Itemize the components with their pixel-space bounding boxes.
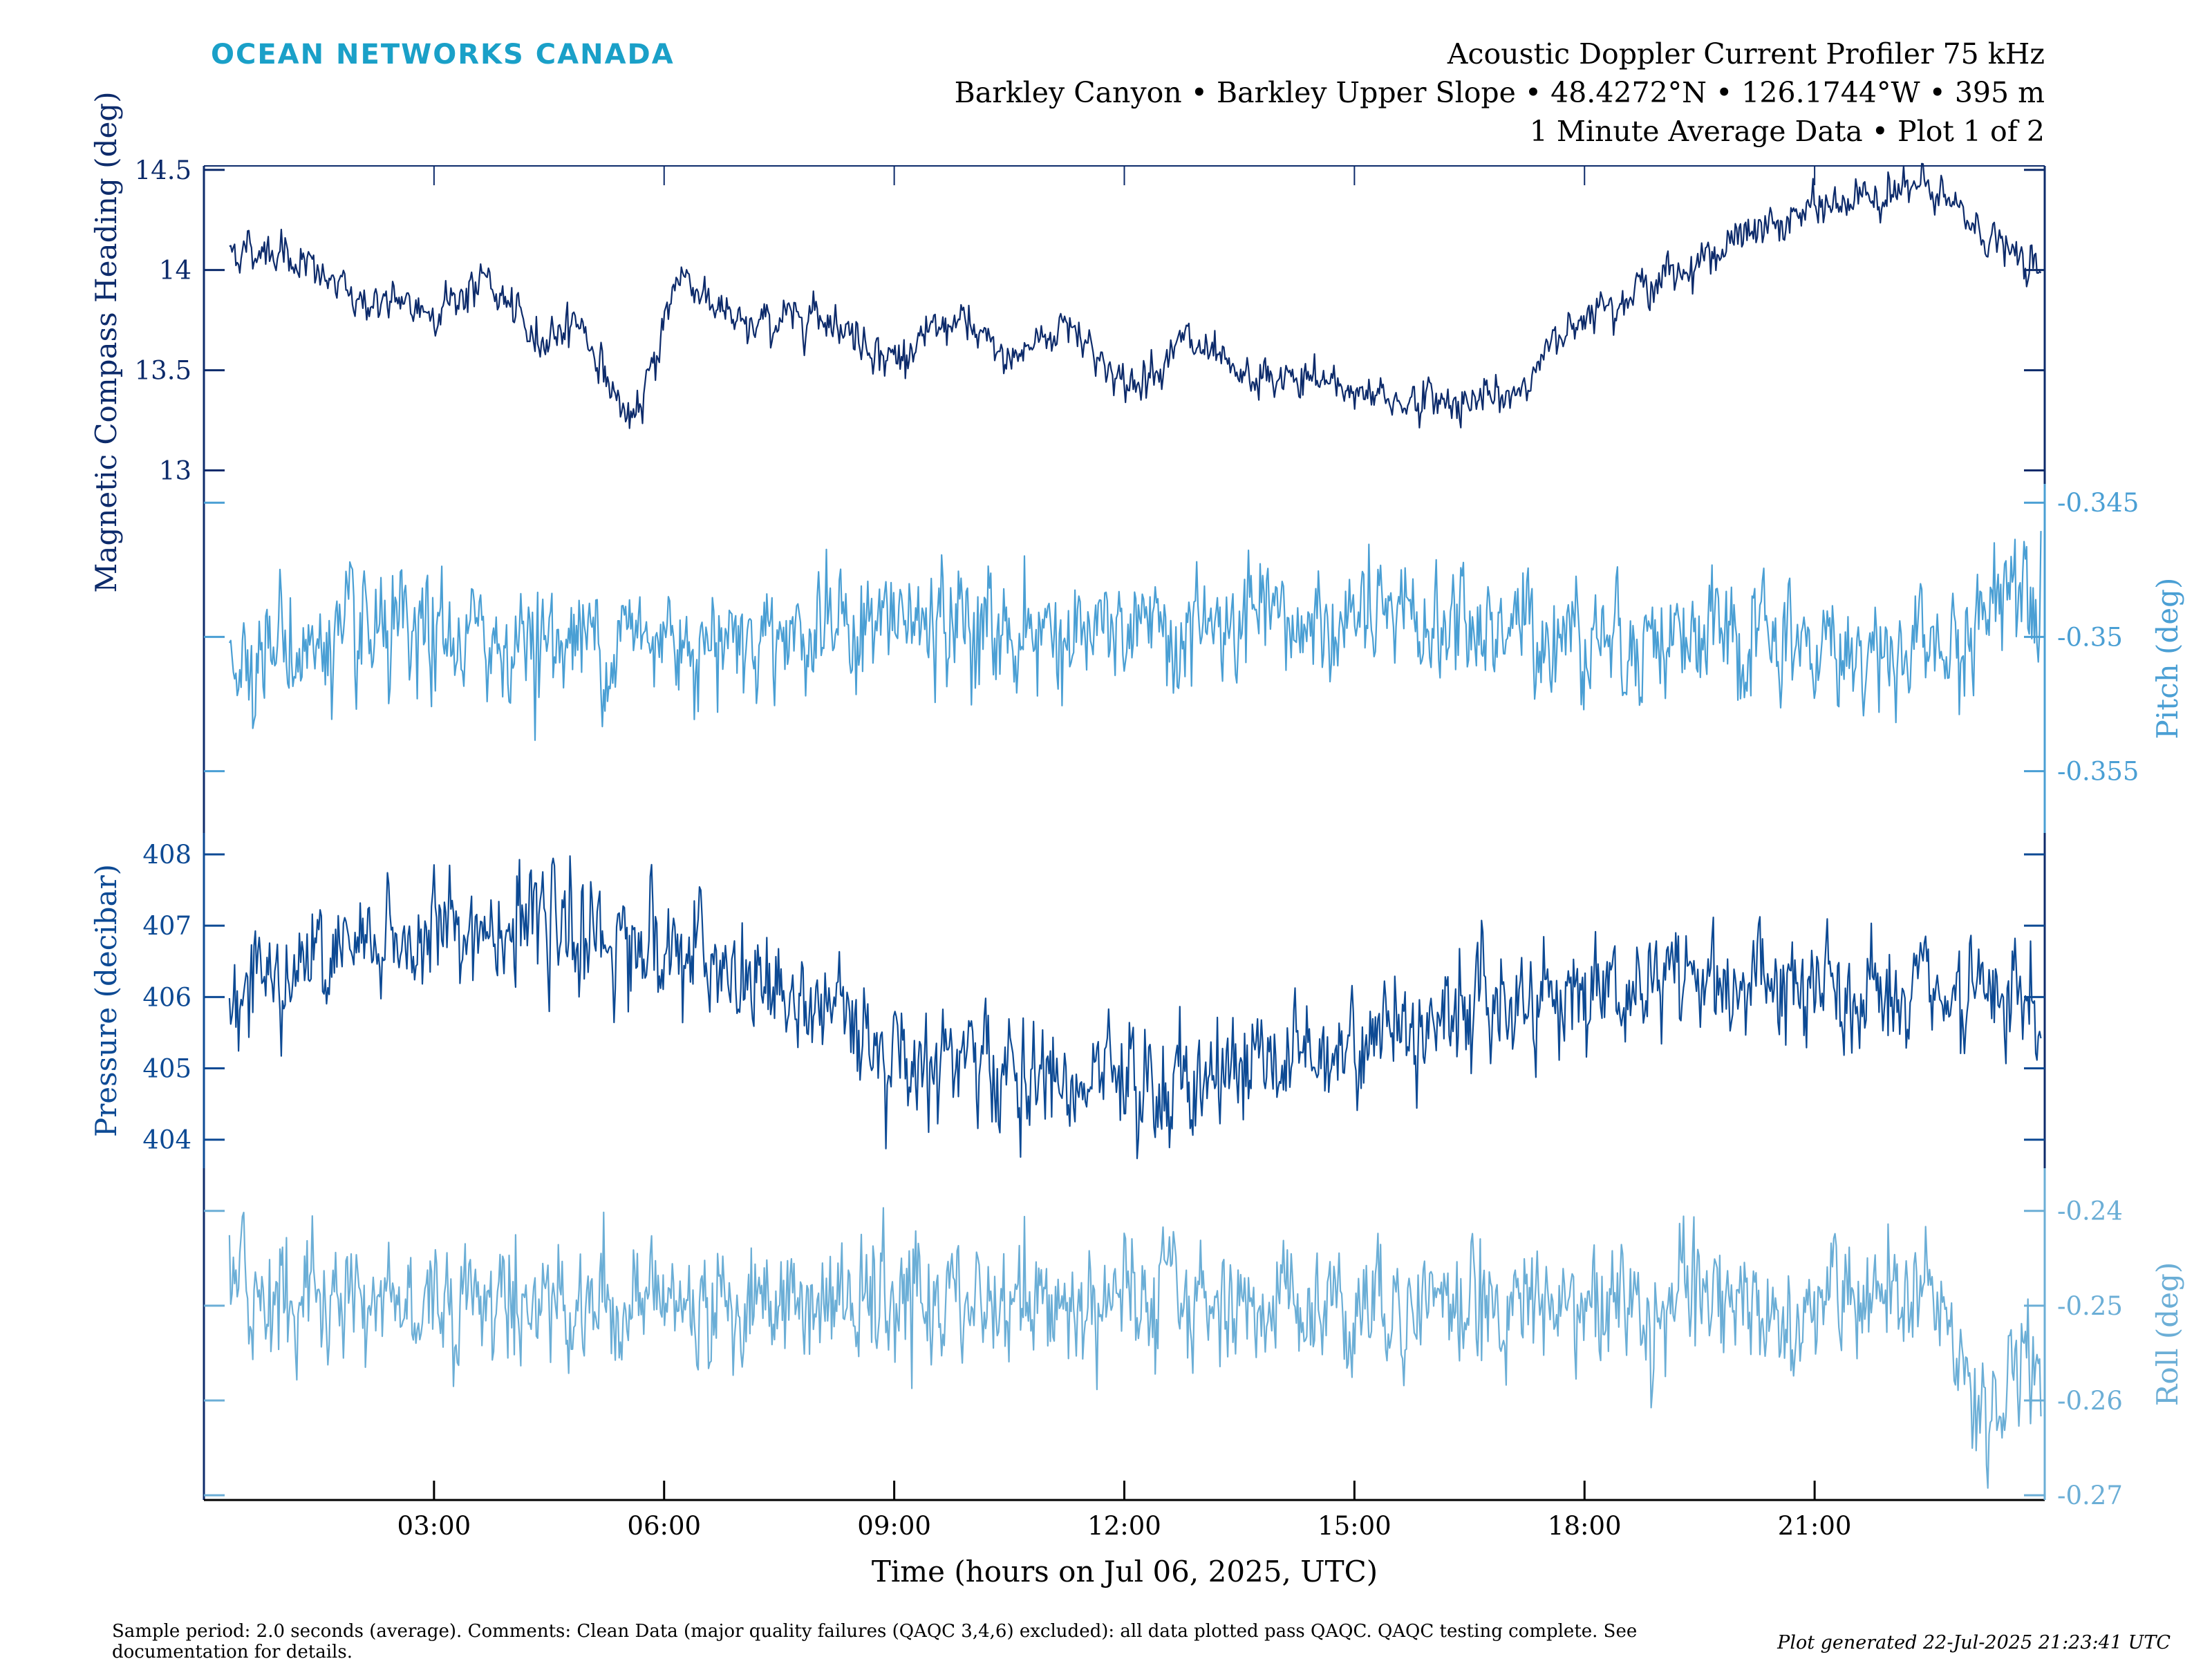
pressure-tick-label: 407: [142, 911, 191, 941]
x-tick-label: 09:00: [857, 1511, 931, 1541]
x-tick-label: 03:00: [397, 1511, 471, 1541]
x-tick-label: 15:00: [1318, 1511, 1391, 1541]
header-title: Acoustic Doppler Current Profiler 75 kHz: [1447, 37, 2045, 71]
pressure-axis-title: Pressure (decibar): [89, 864, 123, 1137]
pressure-tick-label: 404: [142, 1125, 191, 1155]
roll-tick-label: -0.26: [2057, 1386, 2123, 1416]
header-subtitle: 1 Minute Average Data • Plot 1 of 2: [1530, 115, 2045, 148]
heading-tick-label: 14.5: [135, 156, 191, 185]
heading-tick-label: 13: [159, 456, 191, 485]
pitch-tick-label: -0.35: [2057, 622, 2123, 652]
x-tick-label: 21:00: [1778, 1511, 1852, 1541]
plot-area: 13 13.5 14 14.5 Magnetic Compass Heading (de…: [89, 91, 2184, 1541]
roll-axis-title: Roll (deg): [2150, 1262, 2184, 1407]
footer-note-line2: documentation for details.: [112, 1642, 353, 1659]
roll-series-line: [228, 1207, 2042, 1489]
header-location: Barkley Canyon • Barkley Upper Slope • 4…: [955, 76, 2045, 109]
roll-tick-label: -0.25: [2057, 1291, 2123, 1321]
heading-series-line: [229, 162, 2042, 429]
x-axis-label: Time (hours on Jul 06, 2025, UTC): [872, 1555, 1378, 1588]
x-tick-label: 06:00: [627, 1511, 701, 1541]
pitch-axis-title: Pitch (deg): [2150, 578, 2184, 740]
pressure-series-line: [228, 855, 2042, 1160]
pressure-tick-label: 406: [142, 982, 191, 1012]
pitch-tick-label: -0.355: [2057, 757, 2139, 787]
pitch-tick-label: -0.345: [2057, 488, 2139, 518]
footer-note-line1: Sample period: 2.0 seconds (average). Co…: [112, 1621, 1637, 1642]
footer-generated: Plot generated 22-Jul-2025 21:23:41 UTC: [1777, 1632, 2171, 1653]
roll-tick-label: -0.24: [2057, 1197, 2123, 1226]
x-tick-label: 18:00: [1548, 1511, 1622, 1541]
x-tick-label: 12:00: [1087, 1511, 1161, 1541]
heading-axis-title: Magnetic Compass Heading (deg): [89, 91, 123, 592]
pressure-tick-label: 408: [142, 840, 191, 870]
brand-logo: OCEAN NETWORKS CANADA: [211, 39, 675, 71]
roll-tick-label: -0.27: [2057, 1481, 2123, 1510]
pressure-tick-label: 405: [142, 1054, 191, 1084]
heading-tick-label: 14: [159, 256, 191, 285]
pitch-series-line: [228, 531, 2042, 741]
heading-tick-label: 13.5: [135, 356, 191, 386]
